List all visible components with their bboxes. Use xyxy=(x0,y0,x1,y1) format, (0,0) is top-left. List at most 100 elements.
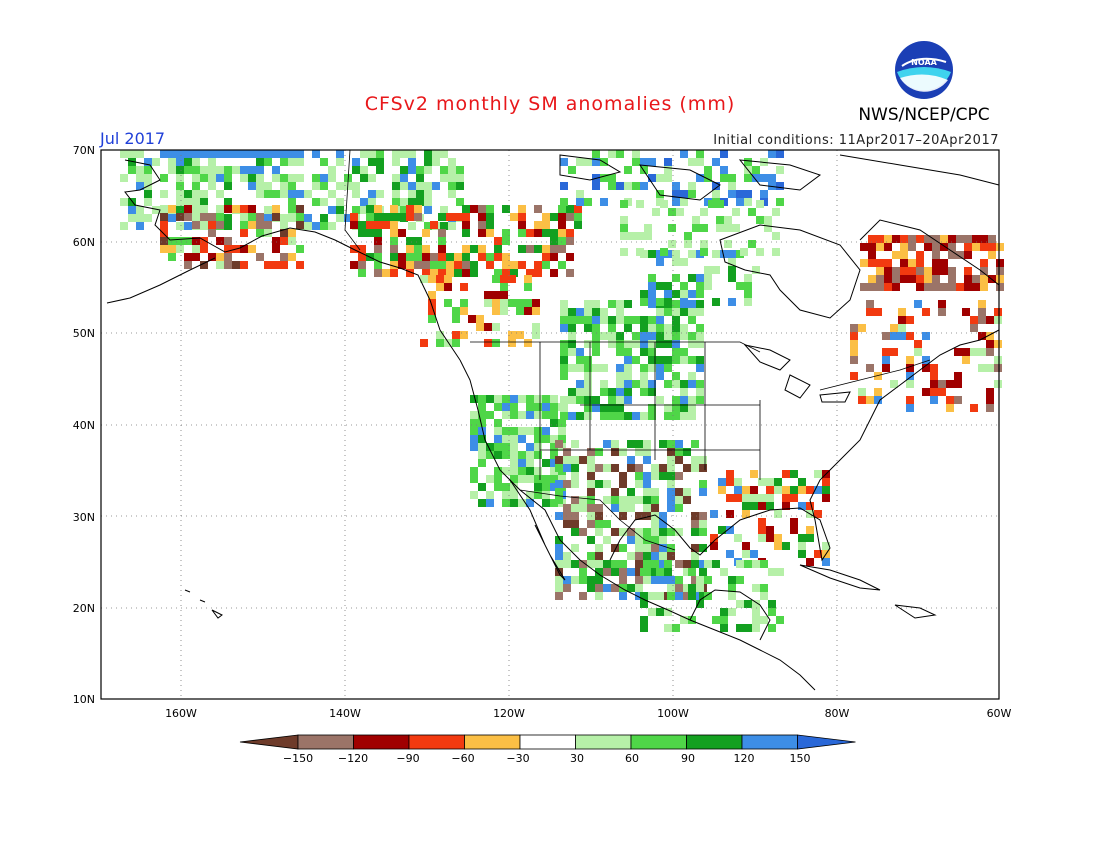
anomaly-cell xyxy=(438,229,446,237)
anomaly-cell xyxy=(611,496,619,504)
anomaly-cell xyxy=(595,592,603,600)
anomaly-cell xyxy=(558,229,566,237)
map-panel xyxy=(100,149,1004,700)
anomaly-cell xyxy=(168,214,176,222)
anomaly-cell xyxy=(390,205,398,213)
anomaly-cell xyxy=(422,261,430,269)
anomaly-cell xyxy=(176,150,184,158)
anomaly-cell xyxy=(555,592,563,600)
anomaly-cell xyxy=(624,348,632,356)
anomaly-cell xyxy=(452,331,460,339)
anomaly-cell xyxy=(224,174,232,182)
anomaly-cell xyxy=(659,552,667,560)
anomaly-cell xyxy=(699,592,707,600)
anomaly-cell xyxy=(954,380,962,388)
anomaly-cell xyxy=(632,158,640,166)
anomaly-cell xyxy=(712,616,720,624)
anomaly-cell xyxy=(656,372,664,380)
anomaly-cell xyxy=(640,624,648,632)
anomaly-cell xyxy=(428,307,436,315)
anomaly-cell xyxy=(336,150,344,158)
anomaly-cell xyxy=(648,274,656,282)
anomaly-cell xyxy=(643,528,651,536)
anomaly-cell xyxy=(962,348,970,356)
anomaly-cell xyxy=(563,560,571,568)
anomaly-cell xyxy=(850,324,858,332)
lon-tick-100w: 100W xyxy=(657,707,689,720)
anomaly-cell xyxy=(922,364,930,372)
anomaly-cell xyxy=(740,248,748,256)
anomaly-cell xyxy=(248,174,256,182)
anomaly-cell xyxy=(264,182,272,190)
anomaly-cell xyxy=(560,340,568,348)
anomaly-cell xyxy=(560,158,568,166)
anomaly-cell xyxy=(736,576,744,584)
anomaly-cell xyxy=(368,174,376,182)
anomaly-cell xyxy=(320,214,328,222)
anomaly-cell xyxy=(560,404,568,412)
anomaly-cell xyxy=(656,298,664,306)
anomaly-cell xyxy=(742,510,750,518)
anomaly-cell xyxy=(776,198,784,206)
anomaly-cell xyxy=(640,380,648,388)
anomaly-cell xyxy=(868,259,876,267)
anomaly-cell xyxy=(368,190,376,198)
anomaly-cell xyxy=(884,275,892,283)
anomaly-cell xyxy=(478,229,486,237)
anomaly-cell xyxy=(502,435,510,443)
anomaly-cell xyxy=(510,475,518,483)
anomaly-cell xyxy=(986,340,994,348)
anomaly-cell xyxy=(192,214,200,222)
anomaly-cell xyxy=(272,245,280,253)
anomaly-cell xyxy=(768,608,776,616)
anomaly-cell xyxy=(136,150,144,158)
anomaly-cell xyxy=(518,261,526,269)
anomaly-cell xyxy=(866,300,874,308)
anomaly-cell xyxy=(304,190,312,198)
anomaly-cell xyxy=(866,364,874,372)
anomaly-cell xyxy=(568,396,576,404)
anomaly-cell xyxy=(728,592,736,600)
anomaly-cell xyxy=(424,190,432,198)
anomaly-cell xyxy=(518,459,526,467)
anomaly-cell xyxy=(699,464,707,472)
anomaly-cell xyxy=(696,396,704,404)
anomaly-cell xyxy=(900,235,908,243)
anomaly-cell xyxy=(760,616,768,624)
anomaly-cell xyxy=(924,283,932,291)
anomaly-cell xyxy=(712,158,720,166)
anomaly-cell xyxy=(691,512,699,520)
anomaly-cell xyxy=(516,299,524,307)
anomaly-cell xyxy=(136,214,144,222)
anomaly-cell xyxy=(696,174,704,182)
anomaly-cell xyxy=(430,253,438,261)
anomaly-cell xyxy=(766,502,774,510)
anomaly-cell xyxy=(948,243,956,251)
anomaly-cell xyxy=(288,253,296,261)
anomaly-cell xyxy=(627,536,635,544)
anomaly-cell xyxy=(574,205,582,213)
anomaly-cell xyxy=(492,291,500,299)
anomaly-cell xyxy=(688,274,696,282)
anomaly-cell xyxy=(643,544,651,552)
anomaly-cell xyxy=(224,166,232,174)
anomaly-cell xyxy=(724,216,732,224)
anomaly-cell xyxy=(542,435,550,443)
anomaly-cell xyxy=(996,275,1004,283)
anomaly-cell xyxy=(643,440,651,448)
anomaly-cell xyxy=(176,222,184,230)
anomaly-cell xyxy=(336,198,344,206)
anomaly-cell xyxy=(280,229,288,237)
anomaly-cell xyxy=(438,237,446,245)
anomaly-cell xyxy=(752,560,760,568)
anomaly-cell xyxy=(510,269,518,277)
anomaly-cell xyxy=(616,332,624,340)
anomaly-cell xyxy=(448,158,456,166)
anomaly-cell xyxy=(398,253,406,261)
anomaly-cell xyxy=(200,205,208,213)
anomaly-cell xyxy=(858,388,866,396)
anomaly-cell xyxy=(632,412,640,420)
anomaly-cell xyxy=(742,550,750,558)
anomaly-cell xyxy=(616,404,624,412)
cb-label-m60: −60 xyxy=(451,752,474,765)
